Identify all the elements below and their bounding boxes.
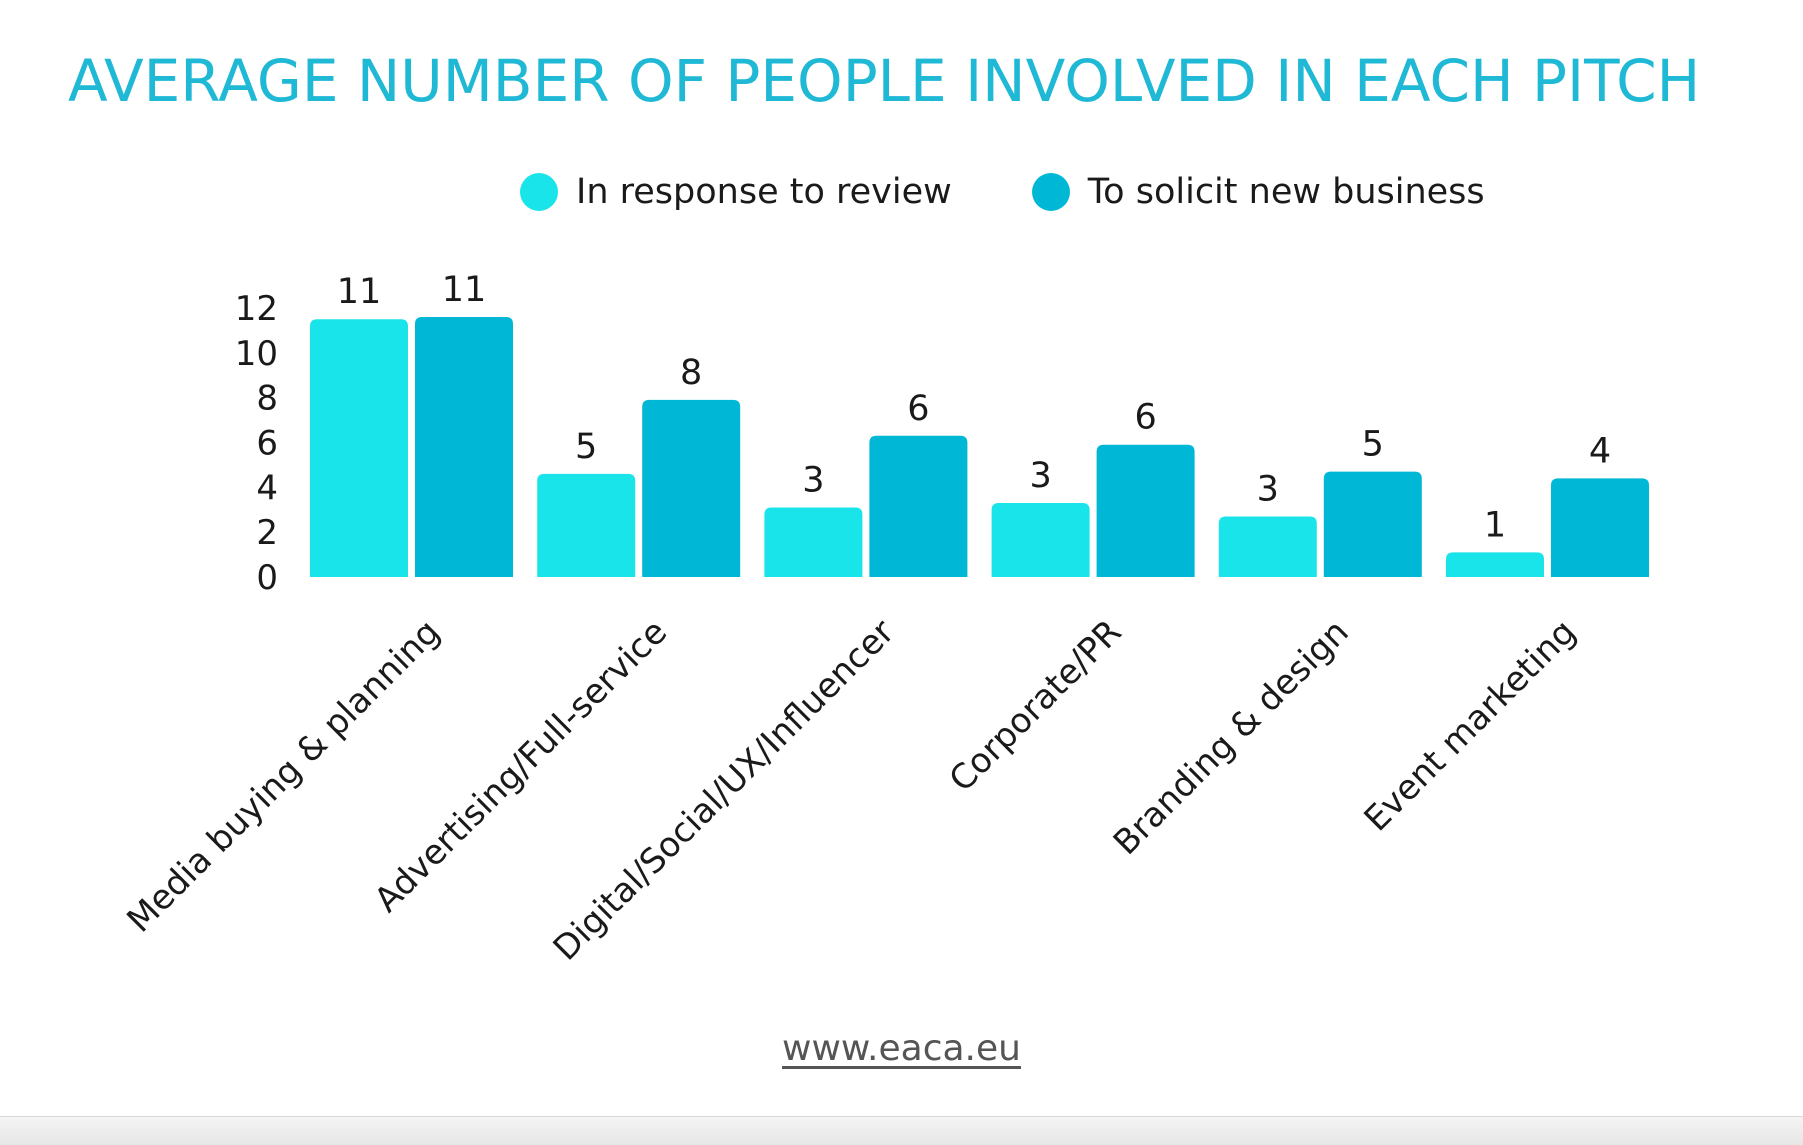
data-label: 6 bbox=[1134, 398, 1156, 438]
data-label: 11 bbox=[337, 272, 382, 312]
y-tick-label: 12 bbox=[235, 289, 278, 329]
y-tick-label: 10 bbox=[235, 334, 278, 374]
x-category-label: Event marketing bbox=[1357, 612, 1584, 839]
y-tick-label: 0 bbox=[256, 558, 278, 598]
bar bbox=[1096, 444, 1195, 577]
data-label: 3 bbox=[802, 461, 824, 501]
legend-item-solicit: To solicit new business bbox=[1031, 172, 1485, 212]
bar bbox=[642, 399, 741, 577]
y-tick-label: 6 bbox=[256, 424, 278, 464]
bar bbox=[991, 503, 1090, 577]
bar bbox=[1218, 516, 1317, 577]
y-tick-label: 2 bbox=[256, 513, 278, 553]
bar bbox=[1551, 478, 1649, 577]
legend-swatch-review bbox=[520, 173, 558, 211]
bar bbox=[1323, 471, 1422, 577]
window-bottom-bar bbox=[0, 1116, 1803, 1145]
y-tick-label: 8 bbox=[256, 379, 278, 419]
data-label: 3 bbox=[1029, 456, 1051, 496]
legend-item-review: In response to review bbox=[520, 172, 952, 212]
data-label: 1 bbox=[1484, 505, 1506, 545]
bar bbox=[310, 319, 408, 577]
legend-label-solicit: To solicit new business bbox=[1087, 172, 1485, 212]
data-label: 11 bbox=[442, 270, 487, 310]
bar bbox=[764, 507, 863, 577]
bar bbox=[415, 316, 513, 577]
data-label: 5 bbox=[1362, 425, 1384, 465]
data-label: 3 bbox=[1257, 469, 1279, 509]
chart-title: AVERAGE NUMBER OF PEOPLE INVOLVED IN EAC… bbox=[68, 47, 1701, 115]
legend-swatch-solicit bbox=[1031, 173, 1070, 211]
bar bbox=[537, 473, 636, 577]
data-label: 5 bbox=[575, 427, 597, 467]
x-category-label: Branding & design bbox=[1106, 612, 1357, 863]
data-label: 8 bbox=[680, 353, 702, 393]
footer-link[interactable]: www.eaca.eu bbox=[782, 1028, 1021, 1069]
footer: www.eaca.eu bbox=[0, 1028, 1803, 1069]
x-category-label: Corporate/PR bbox=[942, 612, 1130, 800]
bar bbox=[869, 435, 968, 577]
data-label: 6 bbox=[907, 389, 929, 429]
chart-legend: In response to review To solicit new bus… bbox=[520, 172, 1485, 212]
bar bbox=[1446, 552, 1544, 577]
data-label: 4 bbox=[1589, 431, 1611, 471]
y-tick-label: 4 bbox=[256, 468, 278, 508]
legend-label-review: In response to review bbox=[576, 172, 952, 212]
